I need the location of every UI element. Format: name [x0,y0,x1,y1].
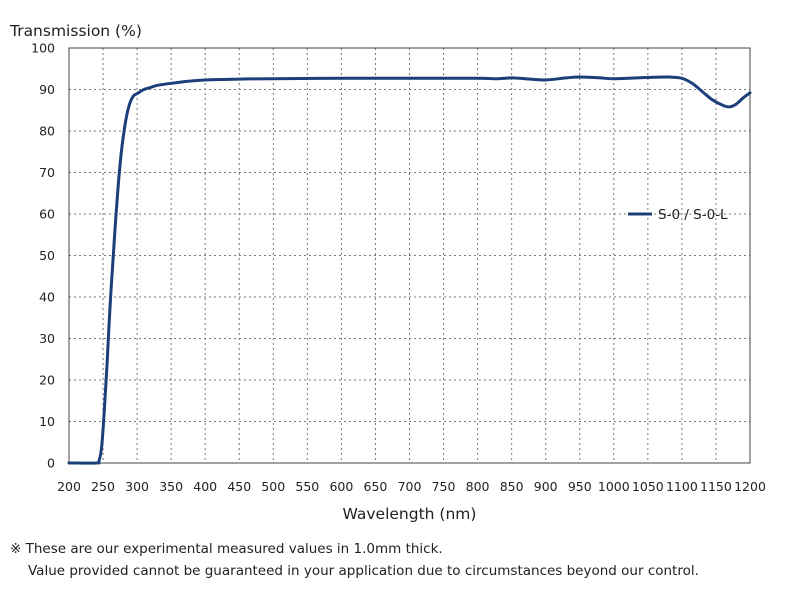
grid-lines [69,48,750,463]
transmission-chart: 0 10 20 30 40 50 60 70 80 90 100 200 250 300 350 400 45… [9,22,766,523]
x-tick-label: 350 [159,479,183,494]
y-tick-label: 50 [39,248,55,263]
y-tick-label: 0 [47,456,55,471]
x-tick-label: 550 [295,479,319,494]
y-tick-label: 10 [39,414,55,429]
legend-label: S-0 / S-0-L [658,207,728,223]
y-tick-label: 20 [39,373,55,388]
x-tick-label: 700 [398,479,422,494]
x-tick-label: 1100 [666,479,698,494]
series-line [67,75,752,465]
x-axis-title: Wavelength (nm) [343,505,477,523]
x-tick-label: 600 [329,479,353,494]
x-tick-label: 450 [227,479,251,494]
y-tick-label: 80 [39,124,55,139]
y-tick-label: 60 [39,207,55,222]
x-tick-labels: 200 250 300 350 400 450 500 550 600 650 700 750 800 8… [57,479,766,494]
x-tick-label: 1200 [734,479,766,494]
x-tick-label: 750 [432,479,456,494]
y-tick-labels: 0 10 20 30 40 50 60 70 80 90 100 [31,41,55,471]
x-tick-label: 800 [466,479,490,494]
x-tick-label: 500 [261,479,285,494]
y-axis-title: Transmission (%) [9,22,142,40]
x-tick-label: 850 [500,479,524,494]
x-tick-label: 300 [125,479,149,494]
x-tick-label: 1050 [632,479,664,494]
y-tick-label: 90 [39,82,55,97]
x-tick-label: 900 [534,479,558,494]
x-tick-label: 1000 [598,479,630,494]
footnote-line-2: Value provided cannot be guaranteed in y… [28,563,699,579]
x-tick-label: 400 [193,479,217,494]
x-tick-label: 250 [91,479,115,494]
plot-area [68,47,751,464]
x-tick-label: 650 [364,479,388,494]
x-tick-label: 950 [568,479,592,494]
y-tick-label: 40 [39,290,55,305]
x-tick-label: 200 [57,479,81,494]
x-tick-label: 1150 [700,479,732,494]
legend: S-0 / S-0-L [628,207,728,223]
y-tick-label: 70 [39,165,55,180]
y-tick-label: 30 [39,331,55,346]
y-tick-label: 100 [31,41,55,56]
footnote-line-1: ※ These are our experimental measured va… [10,541,443,557]
